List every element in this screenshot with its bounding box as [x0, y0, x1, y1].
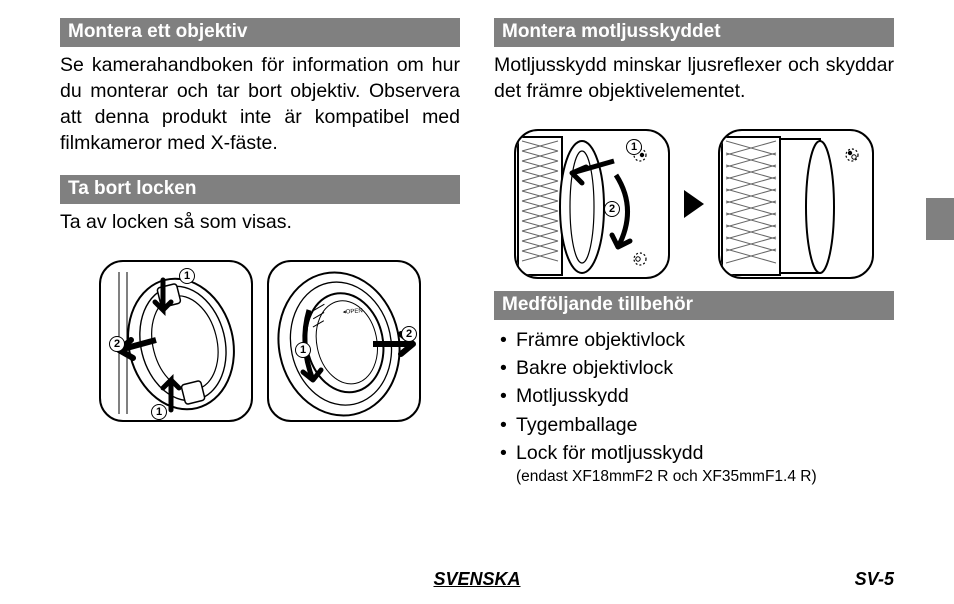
- accessories-subnote: (endast XF18mmF2 R och XF35mmF1.4 R): [494, 467, 894, 487]
- callout-1: 1: [626, 139, 642, 155]
- footer: SVENSKA SV-5: [60, 569, 894, 590]
- figure-rear-cap: ◂OPEN 1 2: [267, 260, 421, 422]
- list-item: Bakre objektivlock: [500, 354, 894, 382]
- list-item: Tygemballage: [500, 411, 894, 439]
- figure-front-cap: 1 2 1: [99, 260, 253, 422]
- body-hood: Motljusskydd minskar ljusreflexer och sk…: [494, 53, 894, 105]
- list-item: Främre objektivlock: [500, 326, 894, 354]
- thumb-tab: [926, 198, 954, 240]
- arrow-right-icon: [684, 190, 704, 218]
- page: Montera ett objektiv Se kamerahandboken …: [60, 18, 894, 584]
- callout-2: 2: [401, 326, 417, 342]
- body-remove-caps: Ta av locken så som visas.: [60, 210, 460, 236]
- list-item: Lock för motljusskydd: [500, 439, 894, 467]
- figure-hood-locked: [718, 129, 874, 279]
- callout-1: 1: [295, 342, 311, 358]
- callout-2: 2: [604, 201, 620, 217]
- figure-hood-attach: 1 2: [514, 129, 670, 279]
- figure-row-hood: 1 2: [494, 129, 894, 279]
- footer-language: SVENSKA: [60, 569, 894, 590]
- heading-hood: Montera motljusskyddet: [494, 18, 894, 47]
- left-column: Montera ett objektiv Se kamerahandboken …: [60, 18, 460, 584]
- right-column: Montera motljusskyddet Motljusskydd mins…: [494, 18, 894, 584]
- figure-row-caps: 1 2 1: [60, 260, 460, 422]
- callout-1b: 1: [151, 404, 167, 420]
- callout-1: 1: [179, 268, 195, 284]
- heading-accessories: Medföljande tillbehör: [494, 291, 894, 320]
- body-mount-lens: Se kamerahandboken för information om hu…: [60, 53, 460, 157]
- accessories-list: Främre objektivlock Bakre objektivlock M…: [494, 326, 894, 467]
- callout-2: 2: [109, 336, 125, 352]
- heading-mount-lens: Montera ett objektiv: [60, 18, 460, 47]
- list-item: Motljusskydd: [500, 382, 894, 410]
- heading-remove-caps: Ta bort locken: [60, 175, 460, 204]
